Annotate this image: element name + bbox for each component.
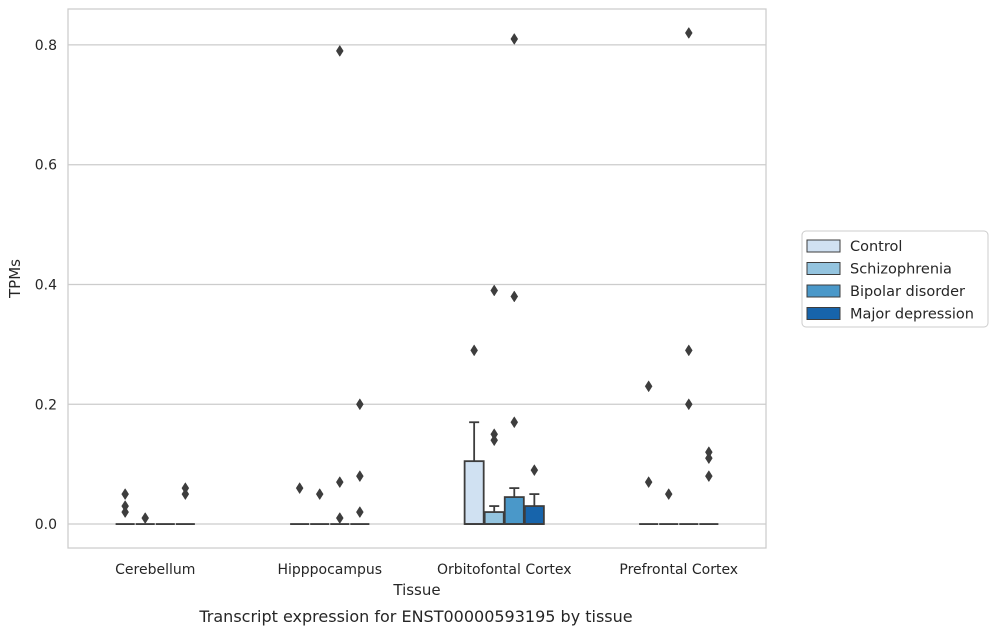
outlier-point: [705, 452, 713, 465]
box-group: [503, 487, 525, 525]
y-tick-label: 0.0: [35, 517, 57, 533]
box: [463, 460, 485, 525]
legend-swatch: [806, 239, 841, 253]
y-tick-label: 0.4: [35, 277, 57, 293]
box: [523, 505, 545, 525]
y-tick-label: 0.8: [35, 38, 57, 54]
outlier-point: [644, 476, 653, 489]
outlier-points: [121, 26, 713, 525]
legend: Control Schizophrenia Bipolar disorder Majo…: [801, 230, 989, 328]
outlier-point: [684, 344, 693, 357]
outlier-point: [530, 464, 539, 477]
outlier-point: [356, 470, 364, 483]
plot-area-frame: [67, 8, 767, 549]
y-axis-ticks: 0.0 0.2 0.4 0.6 0.8: [35, 38, 57, 533]
outlier-point: [335, 512, 344, 525]
outlier-point: [684, 26, 693, 39]
outlier-point: [490, 284, 499, 297]
outlier-point: [315, 488, 324, 501]
legend-swatch: [806, 262, 841, 275]
legend-label: Major depression: [850, 307, 974, 323]
y-tick-label: 0.2: [35, 397, 57, 413]
outlier-point: [121, 488, 129, 501]
outlier-point: [356, 506, 364, 519]
y-tick-label: 0.6: [35, 158, 57, 174]
legend-swatch: [806, 307, 841, 320]
legend-label: Bipolar disorder: [850, 284, 965, 300]
box-series: [115, 421, 719, 525]
outlier-point: [141, 512, 150, 525]
box-group: [523, 493, 545, 525]
x-axis-ticks: Cerebellum Hipppocampus Orbitofontal Corte…: [115, 562, 738, 578]
y-axis-label: TPMs: [6, 259, 24, 299]
chart-caption: Transcript expression for ENST0000059319…: [198, 607, 632, 626]
x-tick-label: Hipppocampus: [277, 562, 382, 578]
box-group: [463, 421, 485, 525]
legend-swatch: [806, 284, 841, 298]
box-group: [483, 505, 505, 525]
x-tick-label: Prefrontal Cortex: [619, 562, 738, 578]
outlier-point: [705, 470, 713, 483]
outlier-point: [470, 344, 478, 357]
outlier-point: [644, 380, 653, 393]
outlier-point: [181, 482, 190, 495]
x-tick-label: Cerebellum: [115, 562, 195, 578]
outlier-point: [335, 476, 344, 489]
outlier-point: [335, 44, 344, 57]
outlier-point: [121, 506, 129, 519]
legend-label: Control: [850, 239, 902, 255]
outlier-point: [664, 488, 673, 501]
outlier-point: [705, 446, 713, 459]
legend-label: Schizophrenia: [850, 262, 952, 278]
outlier-point: [510, 416, 519, 429]
outlier-point: [684, 398, 693, 411]
gridlines: [68, 44, 766, 525]
outlier-point: [295, 482, 304, 495]
outlier-point: [490, 434, 499, 447]
x-tick-label: Orbitofontal Cortex: [437, 562, 572, 578]
x-axis-label: Tissue: [392, 581, 440, 599]
legend-frame: [801, 230, 989, 328]
outlier-point: [510, 32, 519, 45]
outlier-point: [510, 290, 519, 303]
box: [483, 511, 505, 525]
outlier-point: [181, 488, 190, 501]
outlier-point: [121, 500, 129, 513]
outlier-point: [356, 398, 364, 411]
outlier-point: [490, 428, 499, 441]
box: [503, 496, 525, 525]
